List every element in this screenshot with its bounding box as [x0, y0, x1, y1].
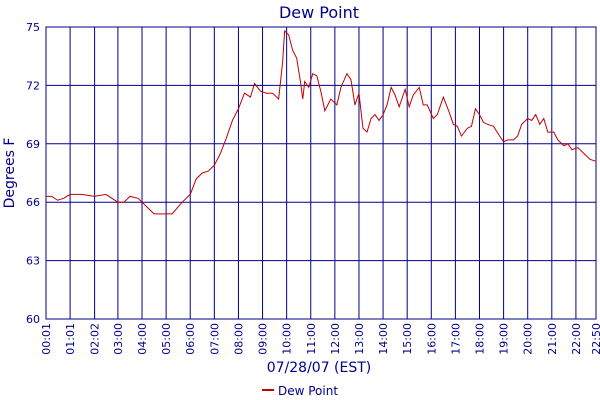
series-layer [46, 29, 597, 215]
x-tick-label: 02:02 [89, 323, 102, 355]
x-tick-label: 18:00 [473, 323, 486, 355]
x-tick-label: 06:00 [184, 323, 197, 355]
y-tick-label: 69 [26, 138, 40, 151]
x-tick-label: 00:01 [40, 323, 53, 355]
x-tick-label: 09:00 [257, 323, 270, 355]
legend: Dew Point [262, 384, 338, 398]
x-tick-label: 08:00 [232, 323, 245, 355]
x-tick-label: 15:00 [401, 323, 414, 355]
y-tick-label: 75 [26, 21, 40, 34]
grid-lines [45, 26, 597, 320]
legend-label: Dew Point [278, 384, 338, 398]
x-tick-label: 20:00 [522, 323, 535, 355]
x-axis-label: 07/28/07 (EST) [267, 360, 372, 376]
y-tick-label: 66 [26, 196, 40, 209]
x-tick-label: 17:00 [449, 323, 462, 355]
x-tick-label: 03:00 [112, 323, 125, 355]
y-tick-labels: 60 63 66 69 72 75 [26, 21, 40, 326]
x-tick-label: 11:00 [305, 323, 318, 355]
x-tick-label: 12:00 [329, 323, 342, 355]
x-tick-label: 16:00 [425, 323, 438, 355]
x-tick-labels: 00:01 01:01 02:02 03:00 04:00 05:00 06:00 07:00… [40, 323, 600, 355]
x-tick-label: 19:00 [498, 323, 511, 355]
x-tick-label: 05:00 [160, 323, 173, 355]
y-tick-label: 60 [26, 313, 40, 326]
x-tick-label: 22:50 [590, 323, 600, 355]
plot-area [46, 27, 596, 319]
y-tick-label: 63 [26, 255, 40, 268]
dew-point-series-line [46, 29, 597, 215]
x-tick-label: 01:01 [64, 323, 77, 355]
x-tick-label: 21:00 [546, 323, 559, 355]
x-tick-label: 07:00 [208, 323, 221, 355]
x-tick-label: 22:00 [570, 323, 583, 355]
x-tick-label: 14:00 [377, 323, 390, 355]
chart-title: Dew Point [279, 3, 359, 22]
y-tick-label: 72 [26, 79, 40, 92]
plot-border [45, 26, 597, 320]
x-tick-label: 10:00 [281, 323, 294, 355]
y-axis-label: Degrees F [2, 138, 18, 209]
x-tick-label: 13:00 [353, 323, 366, 355]
x-tick-label: 04:00 [136, 323, 149, 355]
